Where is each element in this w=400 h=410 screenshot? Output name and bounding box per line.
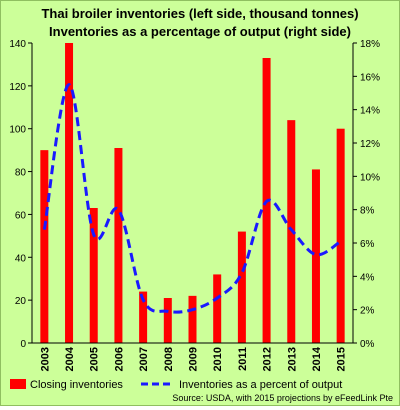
line-series-path (42, 83, 342, 314)
x-axis-label: 2003 (39, 347, 51, 371)
left-axis-tick-label: 40 (15, 253, 27, 264)
x-axis-label: 2005 (89, 347, 101, 371)
left-axis-tick-label: 20 (15, 296, 27, 307)
bar (163, 298, 172, 343)
legend: Closing inventories Inventories as a per… (10, 379, 342, 391)
x-axis-label: 2010 (212, 347, 224, 371)
axes (31, 43, 354, 344)
right-axis-ticks: 0% 2% 4% 6% 8% 10% 12% 14% 16% 18% (353, 39, 380, 350)
left-axis-tick-label: 100 (9, 125, 26, 136)
bar (237, 231, 246, 343)
right-axis-tick-label: 10% (360, 172, 380, 183)
x-axis-label: 2013 (286, 347, 298, 371)
x-axis-label: 2015 (336, 347, 348, 371)
x-axis-label: 2004 (64, 346, 76, 371)
legend-label-line: Inventories as a percent of output (179, 379, 342, 391)
left-axis-tick-label: 140 (9, 39, 26, 50)
x-axis-label: 2009 (188, 347, 200, 371)
right-axis-tick-label: 0% (360, 339, 375, 350)
bar (65, 43, 74, 343)
left-axis-tick-label: 0 (20, 339, 26, 350)
left-axis-tick-label: 120 (9, 82, 26, 93)
x-axis-label: 2006 (113, 347, 125, 371)
right-axis-tick-label: 4% (360, 272, 375, 283)
bar (336, 128, 345, 343)
source-note: Source: USDA, with 2015 projections by e… (172, 393, 393, 403)
x-axis-label: 2007 (138, 347, 150, 371)
bar (114, 148, 123, 343)
left-axis-tick-label: 80 (15, 168, 27, 179)
x-axis-label: 2012 (262, 347, 274, 371)
bar (188, 295, 197, 343)
x-axis-label: 2011 (237, 347, 249, 371)
right-axis-tick-label: 2% (360, 306, 375, 317)
right-axis-tick-label: 16% (360, 72, 380, 83)
chart-title-line1: Thai broiler inventories (left side, tho… (41, 6, 358, 21)
bar (40, 150, 49, 343)
x-axis-label: 2008 (163, 347, 175, 371)
line-series (42, 83, 342, 314)
x-axis-labels: 2003 2004 2005 2006 2007 2008 2009 2010 2011 2012… (39, 346, 347, 371)
x-axis-label: 2014 (311, 346, 323, 371)
left-axis-ticks: 0 20 40 60 80 100 120 140 (9, 39, 32, 350)
right-axis-tick-label: 6% (360, 239, 375, 250)
bar (213, 274, 222, 343)
bar (89, 208, 98, 343)
right-axis-tick-label: 18% (360, 39, 380, 50)
right-axis-tick-label: 8% (360, 206, 375, 217)
bar (311, 169, 320, 343)
bar (139, 291, 148, 343)
chart-title-line2: Inventories as a percentage of output (r… (49, 24, 351, 39)
left-axis-tick-label: 60 (15, 210, 27, 221)
right-axis-tick-label: 14% (360, 106, 380, 117)
legend-swatch-bars (10, 379, 26, 389)
right-axis-tick-label: 12% (360, 139, 380, 150)
legend-label-bars: Closing inventories (30, 379, 123, 391)
